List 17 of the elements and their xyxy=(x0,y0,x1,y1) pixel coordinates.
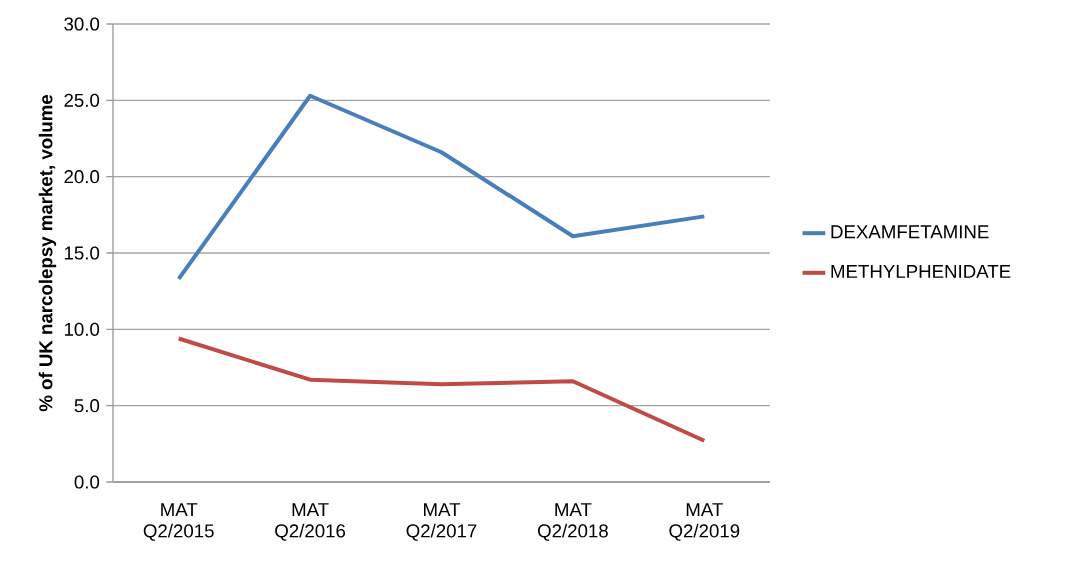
x-tick-label: MAT Q2/2019 xyxy=(669,503,740,541)
x-tick-label: MAT Q2/2016 xyxy=(275,503,346,541)
y-tick-label: 25.0 xyxy=(64,93,100,107)
x-tick-label: MAT Q2/2015 xyxy=(143,503,214,541)
line-series xyxy=(176,336,707,443)
x-tick-label: MAT Q2/2018 xyxy=(537,503,608,541)
line-series xyxy=(176,93,707,281)
y-axis-title: % of UK narcolepsy market, volume xyxy=(38,94,57,412)
legend-label: DEXAMFETAMINE xyxy=(831,225,989,239)
y-tick-label: 5.0 xyxy=(74,399,100,413)
y-tick-label: 20.0 xyxy=(64,170,100,184)
y-tick-label: 30.0 xyxy=(64,17,100,31)
y-tick-label: 10.0 xyxy=(64,322,100,336)
legend-label: METHYLPHENIDATE xyxy=(831,265,1011,278)
x-tick-label: MAT Q2/2017 xyxy=(406,503,477,541)
y-tick-label: 15.0 xyxy=(64,246,100,260)
y-tick-label: 0.0 xyxy=(74,475,100,489)
